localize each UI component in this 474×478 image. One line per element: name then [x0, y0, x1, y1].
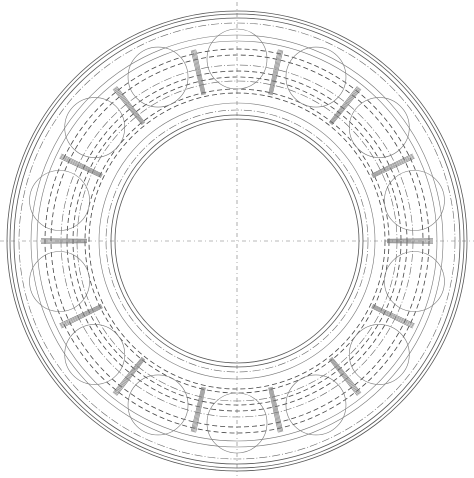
cage-bar — [114, 87, 144, 124]
cage-bar — [60, 154, 103, 176]
cage-bar — [113, 88, 144, 125]
cage-bar — [329, 86, 359, 124]
cage-bar — [190, 386, 203, 432]
cage-bar — [328, 359, 358, 396]
roller — [127, 374, 189, 436]
roller — [206, 392, 268, 454]
roller — [127, 46, 189, 108]
cage-bar — [372, 157, 415, 178]
ring — [76, 80, 398, 402]
cage-bar — [330, 87, 360, 124]
roller — [285, 46, 347, 108]
cage-bar — [193, 49, 204, 95]
cage-bar — [116, 359, 146, 396]
cage-bar — [270, 387, 281, 433]
cage-bar — [386, 238, 433, 240]
cage-bar — [372, 304, 415, 326]
cage-bar — [115, 358, 145, 396]
cage-bar — [269, 49, 280, 95]
cage-bar — [59, 304, 102, 325]
roller — [384, 170, 445, 231]
roller — [29, 251, 90, 312]
cage-bar — [329, 358, 359, 396]
cage-bar — [114, 358, 144, 395]
cage-bar — [371, 153, 413, 175]
cage-bar — [195, 387, 206, 433]
cage-bar — [268, 387, 279, 433]
ring — [88, 92, 386, 390]
cage-bar — [372, 305, 414, 327]
roller — [348, 324, 410, 385]
cage-bar — [330, 88, 361, 125]
roller — [285, 374, 347, 436]
cage-bar — [113, 357, 144, 394]
roller — [384, 251, 445, 312]
cage-bar — [371, 306, 414, 328]
cage-bar — [371, 307, 413, 329]
ring — [66, 70, 408, 412]
ring — [18, 22, 456, 460]
ring — [36, 40, 438, 442]
cage-bar — [61, 153, 103, 175]
ring — [13, 17, 461, 465]
roller — [64, 324, 126, 385]
cage-bar — [41, 242, 88, 244]
cage-bar — [330, 357, 361, 394]
ring — [114, 118, 360, 364]
cage-bar — [371, 154, 414, 176]
ring — [9, 13, 465, 469]
cage-bar — [41, 238, 88, 240]
cage-bar — [328, 86, 358, 123]
cage-bar — [59, 156, 102, 178]
roller — [206, 28, 268, 90]
cage-bar — [191, 386, 204, 432]
cage-bar — [270, 50, 283, 96]
cage-bar — [386, 242, 433, 244]
cage-bar — [271, 50, 284, 96]
ring — [6, 10, 468, 472]
cage-bar — [194, 49, 205, 95]
cage-bar — [330, 358, 360, 395]
cage-bar — [190, 50, 203, 96]
cage-bar — [331, 89, 362, 126]
ring — [105, 109, 369, 373]
cage-bar — [59, 304, 102, 326]
cage-bar — [60, 305, 102, 327]
cage-bar — [112, 89, 143, 126]
cage-bar — [268, 49, 279, 95]
cage-bar — [269, 387, 280, 433]
roller — [29, 170, 90, 231]
cage-bar — [270, 386, 283, 432]
cage-bar — [331, 356, 362, 393]
roller — [64, 97, 126, 158]
ring — [30, 34, 444, 448]
cage-bar — [61, 307, 103, 329]
cage-bar — [191, 50, 204, 96]
cage-bar — [60, 155, 102, 177]
ring — [110, 114, 364, 368]
cage-bar — [372, 155, 414, 177]
cage-bar — [194, 387, 205, 433]
ring — [98, 102, 376, 380]
cage-bar — [270, 49, 281, 95]
cage-bar — [195, 49, 206, 95]
cage-bar — [271, 386, 284, 432]
cage-bar — [372, 304, 415, 325]
cage-bar — [60, 306, 103, 328]
cage-bar — [59, 157, 102, 178]
cage-bar — [112, 356, 143, 393]
roller — [348, 97, 410, 158]
cage-bar — [116, 86, 146, 123]
cage-bar — [193, 387, 204, 433]
cage-bar — [115, 86, 145, 124]
cage-bar — [372, 156, 415, 178]
